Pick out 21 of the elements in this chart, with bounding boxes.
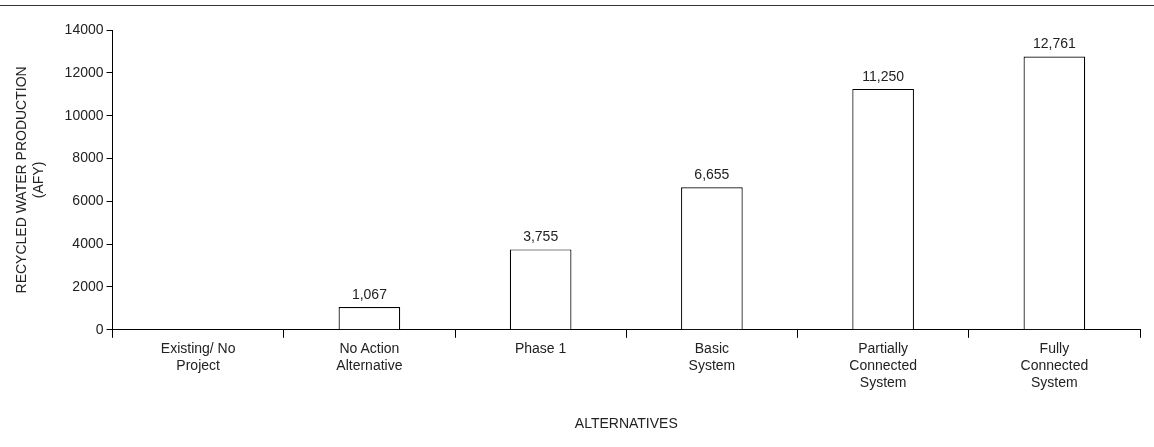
data-label: 12,761 [1032, 35, 1076, 52]
x-tick-label: No Action Alternative [336, 340, 403, 373]
y-tick-label: 6000 [72, 192, 104, 209]
y-tick-label: 14000 [64, 20, 104, 37]
data-label: 6,655 [694, 166, 730, 183]
y-tick-label: 4000 [72, 235, 104, 251]
x-tick-label: Phase 1 [514, 340, 567, 357]
y-tick-label: 10000 [64, 106, 104, 123]
x-tick-label: Partially Connected System [849, 340, 917, 390]
y-tick-label: 2000 [72, 277, 104, 294]
y-tick-label: 0 [95, 320, 104, 337]
data-label: 1,067 [351, 285, 388, 302]
x-tick-label: Existing/ No Project [160, 340, 236, 373]
y-tick-label: 12000 [64, 63, 104, 80]
data-label: 11,250 [862, 67, 905, 84]
x-tick-label: Basic System [688, 340, 736, 373]
x-axis-title: ALTERNATIVES [574, 415, 678, 432]
x-tick-label: Fully Connected System [1020, 340, 1089, 390]
data-label: 3,755 [523, 228, 559, 245]
y-tick-label: 8000 [72, 149, 104, 166]
y-axis-title: RECYCLED WATER PRODUCTION (AFY) [13, 66, 47, 294]
